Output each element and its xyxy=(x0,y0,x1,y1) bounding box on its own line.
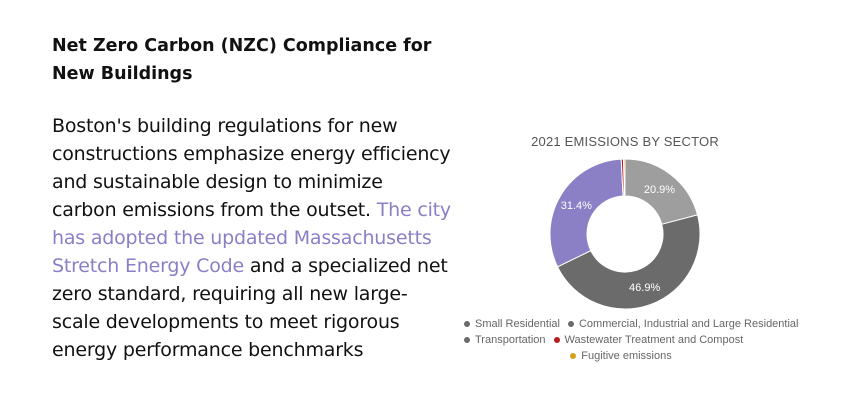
legend-row: Fugitive emissions xyxy=(460,348,790,364)
legend-row: Transportation Wastewater Treatment and … xyxy=(460,332,764,348)
emissions-chart: 2021 EMISSIONS BY SECTOR 20.9% 46.9% 31.4%… xyxy=(460,126,844,376)
legend-item-fugitive[interactable]: Fugitive emissions xyxy=(570,350,672,362)
legend-item-wastewater[interactable]: Wastewater Treatment and Compost xyxy=(553,334,744,346)
legend-label: Fugitive emissions xyxy=(581,350,672,362)
stretch-code-link[interactable]: The city has adopted the updated Massach… xyxy=(52,199,451,277)
legend-dot xyxy=(567,321,574,327)
legend-dot xyxy=(464,337,470,343)
slice-transportation[interactable] xyxy=(549,158,624,268)
legend-label: Commercial, Industrial and Large Residen… xyxy=(578,318,799,330)
chart-title: 2021 EMISSIONS BY SECTOR xyxy=(531,134,719,149)
legend-dot xyxy=(553,337,560,343)
body-text-part1: Boston's building regulations for new co… xyxy=(52,115,451,221)
legend-item-commercial[interactable]: Commercial, Industrial and Large Residen… xyxy=(567,318,799,330)
legend-dot xyxy=(570,353,577,359)
article-heading: Net Zero Carbon (NZC) Compliance for New… xyxy=(52,36,432,84)
article-body: Boston's building regulations for new co… xyxy=(52,112,452,364)
slice-label: 46.9% xyxy=(629,282,660,294)
slice-label: 20.9% xyxy=(644,184,675,196)
legend-label: Wastewater Treatment and Compost xyxy=(564,334,744,346)
legend-item-transportation[interactable]: Transportation xyxy=(464,334,546,346)
legend-label: Transportation xyxy=(475,334,546,346)
legend-label: Small Residential xyxy=(475,318,560,330)
chart-legend: Small Residential Commercial, Industrial… xyxy=(460,316,844,364)
slice-commercial-industrial-and-large-residential[interactable] xyxy=(556,214,701,310)
legend-row: Small Residential Commercial, Industrial… xyxy=(460,316,844,332)
body-text-part2: and a specialized net zero standard, req… xyxy=(52,255,448,361)
legend-dot xyxy=(464,321,470,327)
slice-label: 31.4% xyxy=(561,200,592,212)
donut-chart: 20.9% 46.9% 31.4% xyxy=(549,158,701,310)
legend-item-small-residential[interactable]: Small Residential xyxy=(464,318,560,330)
article-section: Net Zero Carbon (NZC) Compliance for New… xyxy=(52,32,452,364)
slice-fugitive-emissions[interactable] xyxy=(623,158,626,197)
